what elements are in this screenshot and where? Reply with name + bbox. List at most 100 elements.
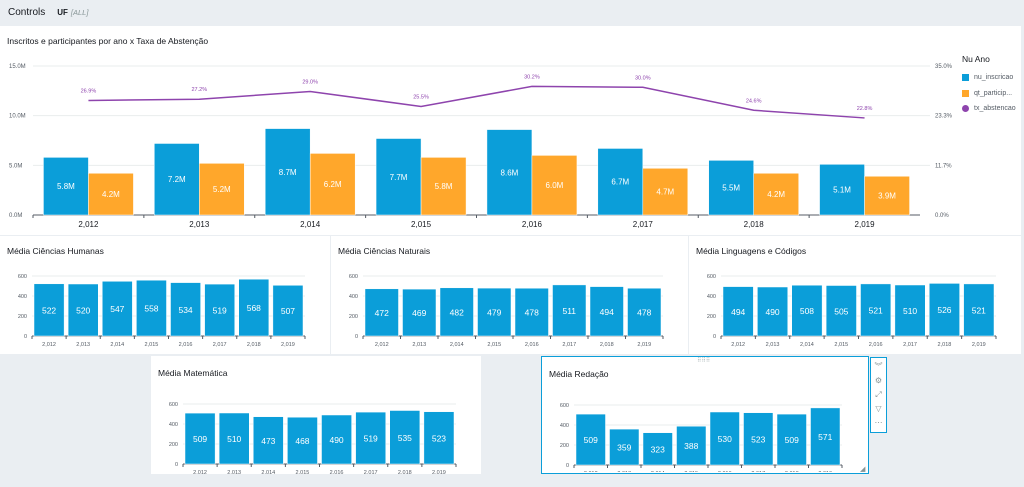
x-tick-label: 2,018 <box>938 342 952 348</box>
data-label: 8.7M <box>279 168 297 177</box>
bar <box>67 283 99 337</box>
panel-ciencias-humanas[interactable]: Média Ciências Humanas 0 200 400 600 522 2,01… <box>0 236 330 354</box>
bar <box>722 286 754 337</box>
x-tick-label: 2,017 <box>751 471 765 472</box>
bar <box>609 428 640 466</box>
uf-filter-value[interactable]: [ALL] <box>70 8 89 17</box>
collapse-icon[interactable]: ︾ <box>874 362 883 371</box>
x-tick-label: 2,012 <box>731 342 745 348</box>
panel-title: Média Ciências Humanas <box>7 246 104 256</box>
x-tick-label: 2,014 <box>450 342 464 348</box>
x-tick-label: 2,016 <box>179 342 193 348</box>
more-options-icon[interactable]: ⋯ <box>874 418 883 427</box>
x-tick-label: 2,019 <box>972 342 986 348</box>
panel-inscritos-participantes[interactable]: Inscritos e participantes por ano x Taxa… <box>0 26 1021 235</box>
x-tick-label: 2,019 <box>637 342 651 348</box>
x-tick-label: 2,015 <box>487 342 501 348</box>
data-label: 520 <box>76 306 90 316</box>
x-tick-label: 2,012 <box>78 220 99 229</box>
panel-ciencias-naturais[interactable]: Média Ciências Naturais 0 200 400 600 472 2,0… <box>331 236 688 354</box>
y-tick-label: 0 <box>713 334 716 340</box>
data-label: 534 <box>178 305 192 315</box>
x-tick-label: 2,012 <box>375 342 389 348</box>
uf-filter-name[interactable]: UF <box>57 8 68 17</box>
x-tick-label: 2,014 <box>651 471 665 472</box>
bar <box>757 286 788 337</box>
x-tick-label: 2,017 <box>633 220 654 229</box>
x-tick-label: 2,015 <box>834 342 848 348</box>
x-tick-label: 2,016 <box>525 342 539 348</box>
y-tick-label: 400 <box>707 294 716 300</box>
y-tick-label: 400 <box>18 294 27 300</box>
y-tick-label-left: 10.0M <box>9 114 26 120</box>
legend-title: Nu Ano <box>962 54 990 64</box>
bar <box>963 283 995 337</box>
resize-handle-icon[interactable]: ◢ <box>860 466 866 473</box>
controls-bar[interactable]: Controls UF [ALL] <box>0 0 1024 25</box>
panel-matematica[interactable]: Média Matemática 0 200 400 600 509 2,012 510 2,… <box>151 356 481 474</box>
x-tick-label: 2,018 <box>600 342 614 348</box>
data-label: 5.1M <box>833 186 851 195</box>
settings-icon[interactable]: ⚙ <box>874 376 883 385</box>
bar <box>253 416 284 465</box>
x-tick-label: 2,018 <box>247 342 261 348</box>
data-label: 482 <box>450 307 464 317</box>
filter-icon[interactable]: ▽ <box>875 404 882 413</box>
data-label: 509 <box>785 435 799 445</box>
y-tick-label: 0 <box>175 462 178 468</box>
data-label: 510 <box>227 434 241 444</box>
bar-qt-participantes <box>753 173 799 216</box>
legend-item-tx-abstencao[interactable]: tx_abstencao <box>962 105 1016 112</box>
line-data-label: 25.5% <box>413 94 429 100</box>
data-label: 519 <box>213 306 227 316</box>
panel-redacao[interactable]: Média Redação 0 200 400 600 509 2,012 359 2,013… <box>541 356 869 474</box>
y-tick-label: 200 <box>18 314 27 320</box>
bar <box>776 413 807 466</box>
data-label: 505 <box>834 306 848 316</box>
data-label: 509 <box>193 434 207 444</box>
data-label: 5.5M <box>722 184 740 193</box>
data-label: 6.0M <box>546 181 564 190</box>
data-label: 8.6M <box>501 168 519 177</box>
data-label: 530 <box>718 434 732 444</box>
x-tick-label: 2,015 <box>684 471 698 472</box>
bar-qt-participantes <box>309 153 356 216</box>
visual-toolbar: ︾ ⚙ ⤢ ▽ ⋯ <box>870 357 887 433</box>
data-label: 478 <box>637 308 651 318</box>
x-tick-label: 2,013 <box>76 342 90 348</box>
expand-icon[interactable]: ⤢ <box>875 390 882 399</box>
panel-linguagens-codigos[interactable]: Média Linguagens e Códigos 0 200 400 600 494… <box>689 236 1021 354</box>
bar <box>860 283 892 337</box>
data-label: 473 <box>261 436 275 446</box>
x-tick-label: 2,015 <box>411 220 432 229</box>
data-label: 468 <box>295 436 309 446</box>
line-data-label: 29.0% <box>302 80 318 86</box>
data-label: 7.2M <box>168 175 186 184</box>
bar-nu-inscricao <box>597 148 644 216</box>
bar-qt-participantes <box>199 163 245 216</box>
y-tick-label-left: 0.0M <box>9 213 22 219</box>
drag-handle-icon[interactable]: ⠿⠿⠿ <box>697 358 711 364</box>
legend-label: nu_inscricao <box>974 74 1014 81</box>
data-label: 571 <box>818 432 832 442</box>
data-label: 478 <box>525 308 539 318</box>
bar <box>204 283 235 337</box>
bar <box>238 278 270 337</box>
x-tick-label: 2,017 <box>562 342 576 348</box>
bar-chart-ciencias-humanas: 0 200 400 600 522 2,012 520 2,013 547 2,014 558 2,0… <box>18 274 306 348</box>
data-label: 490 <box>765 307 779 317</box>
legend-swatch-blue <box>962 74 969 81</box>
line-data-label: 26.9% <box>81 88 97 94</box>
data-label: 4.7M <box>656 188 674 197</box>
legend-item-qt-participantes[interactable]: qt_particip... <box>962 89 1016 97</box>
x-tick-label: 2,019 <box>855 220 876 229</box>
x-tick-label: 2,014 <box>110 342 124 348</box>
y-tick-label: 200 <box>560 443 569 449</box>
legend-item-nu-inscricao[interactable]: nu_inscricao <box>962 74 1016 81</box>
data-label: 5.2M <box>213 185 231 194</box>
bar <box>321 414 352 465</box>
bar-qt-participantes <box>531 155 578 216</box>
controls-label[interactable]: Controls <box>8 7 46 18</box>
bar <box>218 412 250 465</box>
bar-chart-ciencias-naturais: 0 200 400 600 472 2,012 469 2,013 482 2,014 479 2,0… <box>349 274 664 348</box>
